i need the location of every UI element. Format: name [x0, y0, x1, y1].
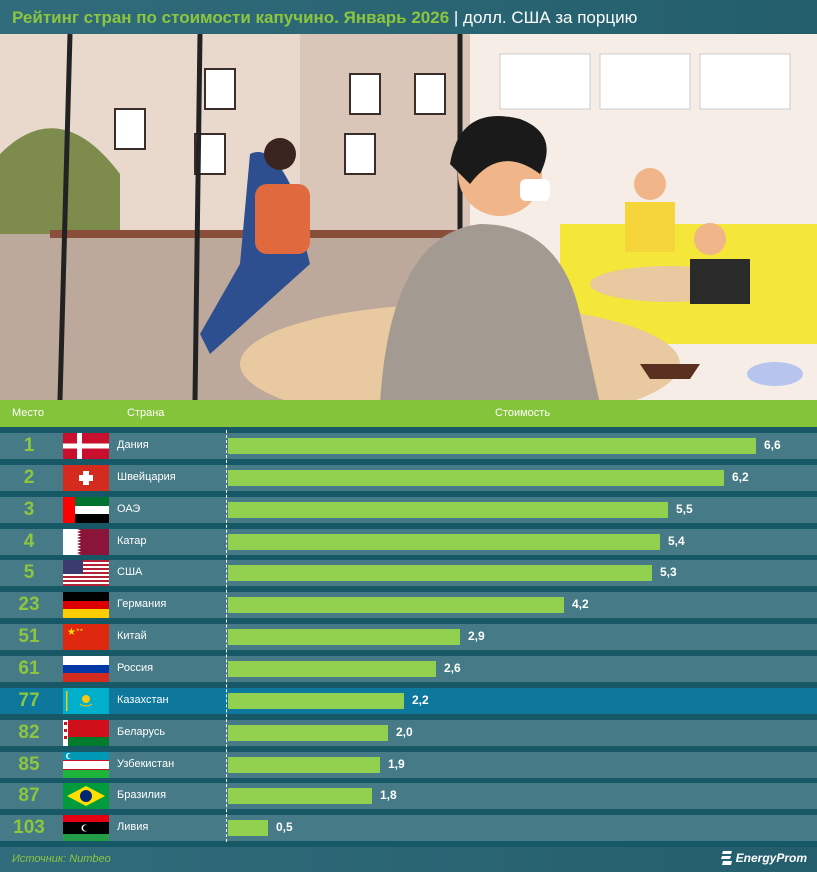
table-row: 3 ОАЭ 5,5 [0, 496, 817, 523]
chart-unit: | долл. США за порцию [453, 8, 638, 27]
value-label: 6,2 [732, 469, 749, 484]
flag-br-icon [63, 783, 109, 810]
country-name: Узбекистан [117, 757, 175, 770]
rank: 23 [18, 594, 40, 616]
table-row: 103 Ливия 0,5 [0, 815, 817, 842]
rank: 61 [18, 657, 40, 679]
flag-cn-icon: ★ ★★ [63, 624, 109, 651]
rank: 5 [23, 562, 35, 584]
bar [228, 692, 404, 709]
logo-icon [720, 851, 732, 865]
value-label: 2,2 [412, 692, 429, 707]
rank: 4 [23, 530, 35, 552]
country-name: ОАЭ [117, 502, 141, 515]
table-row: 51 ★ ★★ Китай 2,9 [0, 624, 817, 651]
country-name: Германия [117, 598, 167, 611]
flag-ch-icon [63, 464, 109, 491]
value-label: 5,5 [676, 501, 693, 516]
table-row: 85 Узбекистан 1,9 [0, 751, 817, 778]
value-label: 2,9 [468, 629, 485, 644]
table-row: 5 США 5,3 [0, 560, 817, 587]
country-name: Катар [117, 534, 147, 547]
flag-qa-icon [63, 528, 109, 555]
header-rank: Место [12, 407, 44, 419]
table-row: 77 Казахстан 2,2 [0, 687, 817, 714]
header-country: Страна [127, 407, 165, 419]
chart-title-bar: Рейтинг стран по стоимости капучино. Янв… [0, 0, 817, 34]
value-label: 2,6 [444, 660, 461, 675]
country-name: Россия [117, 661, 154, 674]
country-name: Ливия [117, 821, 149, 834]
table-row: 1 Дания 6,6 [0, 433, 817, 459]
country-name: США [117, 566, 143, 579]
bar [228, 469, 724, 486]
rank: 82 [18, 721, 40, 743]
bar [228, 533, 660, 550]
country-name: Китай [117, 630, 147, 643]
rank: 103 [13, 817, 45, 839]
country-name: Швейцария [117, 470, 176, 483]
cafe-illustration [0, 34, 817, 400]
value-label: 1,9 [388, 756, 405, 771]
bar [228, 565, 652, 582]
flag-dk-icon [63, 433, 109, 459]
country-name: Казахстан [117, 693, 169, 706]
flag-by-icon [63, 719, 109, 746]
bar [228, 788, 372, 805]
bar [228, 501, 668, 518]
rank: 87 [18, 785, 40, 807]
svg-text:★★: ★★ [76, 627, 84, 632]
value-label: 5,4 [668, 533, 685, 548]
footer: Источник: Numbeo EnergyProm [0, 847, 817, 872]
bar [228, 629, 460, 646]
bar [228, 438, 756, 454]
bar [228, 660, 436, 677]
rank: 51 [18, 626, 40, 648]
flag-ae-icon [63, 496, 109, 523]
rank: 2 [23, 466, 35, 488]
value-label: 5,3 [660, 565, 677, 580]
logo-text: EnergyProm [735, 851, 807, 865]
header-value: Стоимость [495, 407, 551, 419]
flag-kz-icon [63, 687, 109, 714]
value-label: 0,5 [276, 820, 293, 835]
country-name: Беларусь [117, 725, 166, 738]
flag-ly-icon [63, 815, 109, 842]
svg-text:★: ★ [67, 627, 76, 638]
bar [228, 597, 564, 614]
table-row: 2 Швейцария 6,2 [0, 464, 817, 491]
table-row: 23 Германия 4,2 [0, 592, 817, 619]
table-header: Место Страна Стоимость [0, 400, 817, 427]
rank: 77 [18, 689, 40, 711]
source-label: Источник: Numbeo [12, 853, 111, 865]
flag-de-icon [63, 592, 109, 619]
table-row: 4 Катар 5,4 [0, 528, 817, 555]
axis-baseline [226, 430, 227, 842]
table-row: 87 Бразилия 1,8 [0, 783, 817, 810]
flag-ru-icon [63, 655, 109, 682]
flag-us-icon [63, 560, 109, 587]
country-name: Бразилия [117, 789, 167, 802]
flag-uz-icon [63, 751, 109, 778]
bar [228, 820, 268, 837]
value-label: 6,6 [764, 438, 781, 452]
value-label: 4,2 [572, 597, 589, 612]
bar [228, 724, 388, 741]
logo: EnergyProm [720, 850, 807, 866]
rank: 3 [23, 498, 35, 520]
table-row: 61 Россия 2,6 [0, 655, 817, 682]
chart-title: Рейтинг стран по стоимости капучино. Янв… [12, 8, 450, 27]
country-name: Дания [117, 439, 149, 451]
bar [228, 756, 380, 773]
table-row: 82 Беларусь 2,0 [0, 719, 817, 746]
rank: 1 [23, 435, 35, 456]
value-label: 1,8 [380, 788, 397, 803]
value-label: 2,0 [396, 724, 413, 739]
rank: 85 [18, 753, 40, 775]
